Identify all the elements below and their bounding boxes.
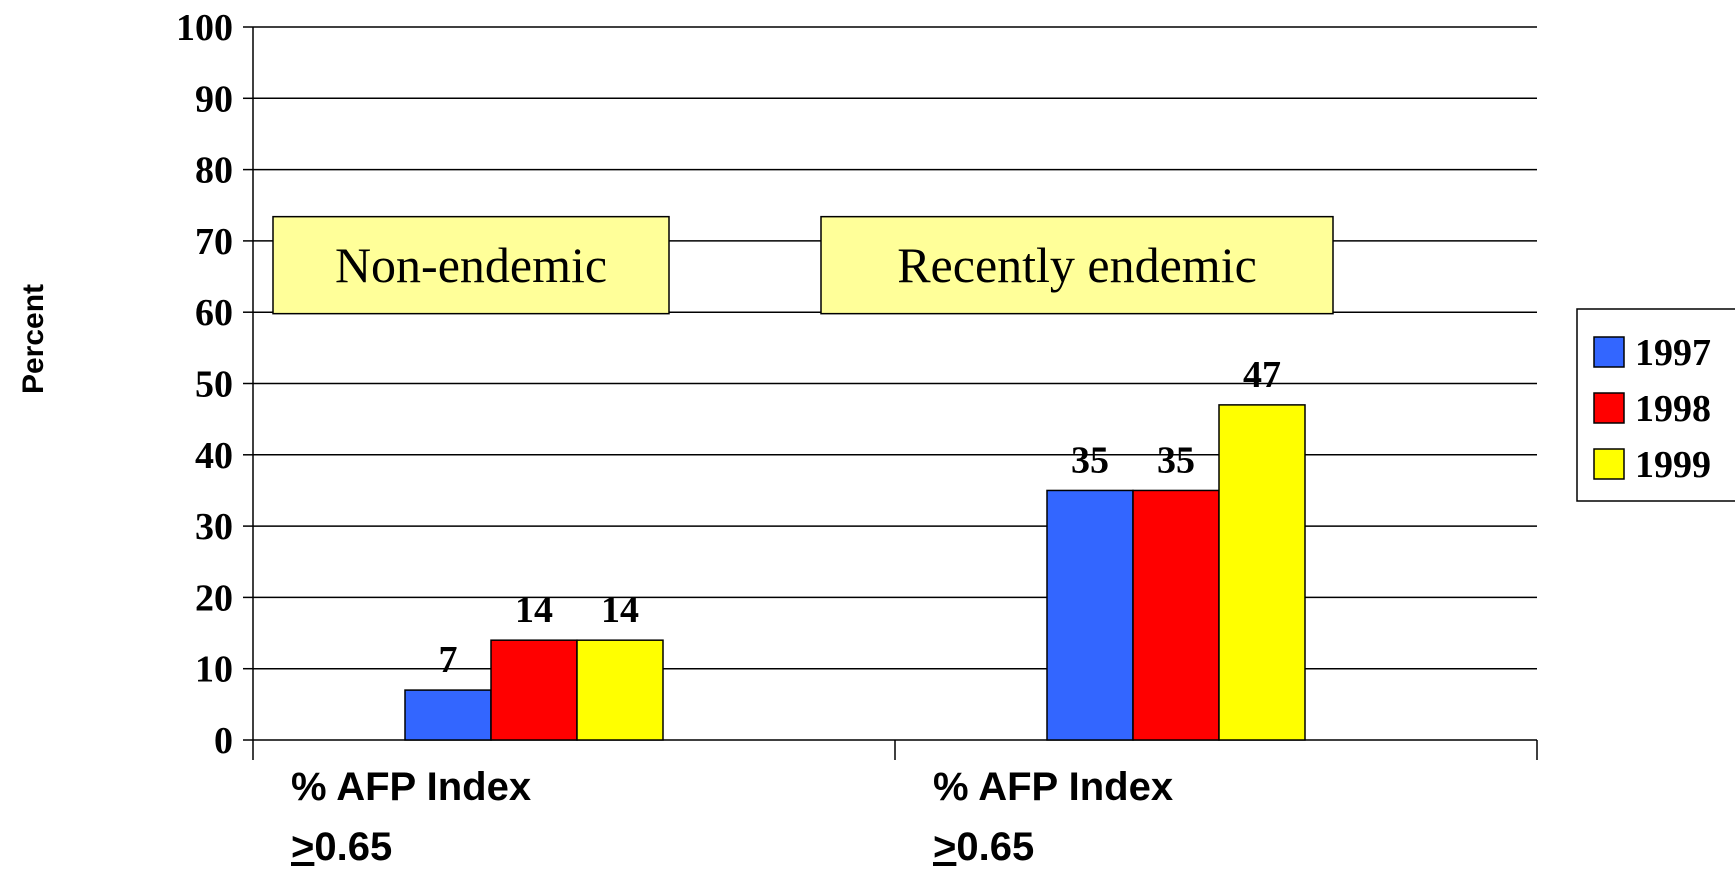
legend-swatch xyxy=(1593,448,1625,480)
bar xyxy=(490,639,578,741)
data-label: 47 xyxy=(1243,354,1281,396)
bar xyxy=(576,639,664,741)
y-tick-label: 50 xyxy=(195,364,233,406)
legend: 1997 1998 1999 xyxy=(1576,308,1735,502)
legend-swatch xyxy=(1593,336,1625,368)
annotation-box xyxy=(272,215,670,315)
annotation-box xyxy=(820,215,1334,315)
y-tick-labels: 0 10 20 30 40 50 60 70 80 90 100 xyxy=(176,7,233,762)
legend-label: 1999 xyxy=(1635,444,1711,486)
data-label: 7 xyxy=(439,639,458,681)
axes xyxy=(243,26,1538,760)
data-label: 14 xyxy=(515,589,553,631)
category-label-value: 0.65 xyxy=(956,825,1034,868)
category-label-prefix: > xyxy=(291,825,314,868)
bar xyxy=(404,689,492,741)
category-labels: % AFP Index >0.65 % AFP Index >0.65 xyxy=(291,765,1173,869)
annotation-text: Recently endemic xyxy=(897,237,1257,293)
category-label-line1: % AFP Index xyxy=(291,765,531,809)
gridlines xyxy=(253,26,1537,670)
bar xyxy=(1218,404,1306,741)
y-tick-label: 60 xyxy=(195,292,233,334)
category-label-line2: >0.65 xyxy=(291,825,392,868)
bar xyxy=(1046,489,1134,741)
y-tick-label: 90 xyxy=(195,78,233,120)
y-tick-label: 70 xyxy=(195,221,233,263)
bars xyxy=(404,404,1306,741)
data-label: 35 xyxy=(1157,439,1195,481)
category-label-value: 0.65 xyxy=(314,825,392,868)
y-tick-label: 20 xyxy=(195,577,233,619)
category-label-line1: % AFP Index xyxy=(933,765,1173,809)
y-tick-label: 80 xyxy=(195,150,233,192)
bar xyxy=(1132,489,1220,741)
y-tick-label: 10 xyxy=(195,649,233,691)
data-label: 35 xyxy=(1071,439,1109,481)
legend-label: 1997 xyxy=(1635,332,1711,374)
y-axis-label: Percent xyxy=(17,284,50,394)
category-label-prefix: > xyxy=(933,825,956,868)
annotations: Non-endemic Recently endemic xyxy=(272,215,1334,315)
data-label: 14 xyxy=(601,589,639,631)
y-tick-label: 0 xyxy=(214,720,233,762)
data-labels: 7 14 14 35 35 47 xyxy=(439,354,1282,681)
legend-swatch xyxy=(1593,392,1625,424)
y-tick-label: 30 xyxy=(195,506,233,548)
legend-label: 1998 xyxy=(1635,388,1711,430)
y-tick-label: 40 xyxy=(195,435,233,477)
annotation-text: Non-endemic xyxy=(335,237,607,293)
y-tick-label: 100 xyxy=(176,7,233,49)
category-label-line2: >0.65 xyxy=(933,825,1034,868)
